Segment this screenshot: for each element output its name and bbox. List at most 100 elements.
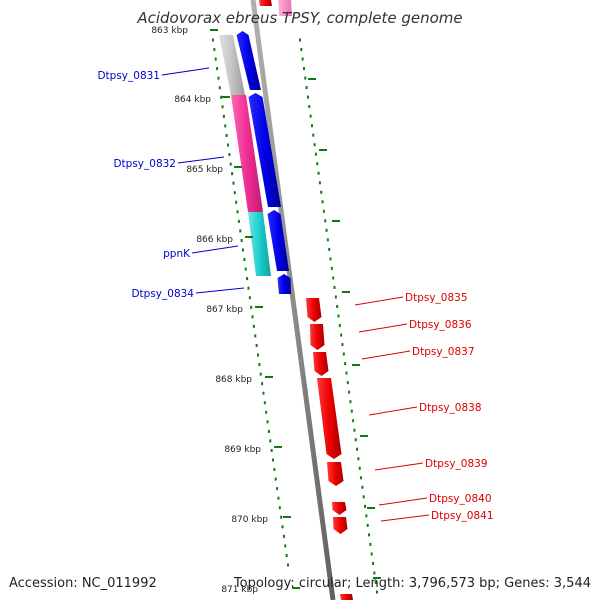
ring-dot [352, 419, 355, 423]
ring-dot [240, 238, 243, 242]
ring-dot [239, 229, 242, 233]
label-leader-line [374, 462, 424, 471]
ring-dot [247, 286, 250, 290]
ring-dot [356, 447, 359, 451]
ring-dot [302, 67, 305, 71]
gene-arrow-ppnK [267, 210, 289, 271]
ring-dot [227, 143, 229, 147]
label-leader-line [358, 323, 408, 333]
ring-dot [282, 534, 285, 538]
ring-dot [366, 523, 369, 527]
ring-dot [345, 371, 348, 375]
gene-label: Dtpsy_0832 [113, 158, 176, 170]
ring-dot [285, 553, 288, 557]
ring-dot [354, 438, 357, 442]
ring-dot [252, 324, 255, 328]
label-leader-line [354, 296, 404, 306]
ring-dot [273, 468, 276, 472]
ring-dot [217, 76, 220, 80]
ring-dot [244, 267, 247, 271]
label-leader-line [161, 67, 210, 76]
feature-band-cyan [248, 212, 271, 276]
tick-label: 868 kbp [215, 375, 252, 385]
ring-dot [346, 381, 349, 385]
ring-dot [267, 429, 270, 433]
ring-dot [266, 420, 269, 424]
ring-dot [263, 401, 266, 405]
ring-dot [233, 191, 236, 195]
gene-label: Dtpsy_0839 [425, 458, 488, 470]
ring-dot [329, 257, 332, 261]
ring-dot [333, 285, 336, 289]
ring-dot [280, 515, 283, 519]
gene-label: ppnK [163, 248, 191, 260]
accession-text: Accession: NC_011992 [9, 576, 157, 591]
genome-backbone-line [250, 0, 336, 600]
ring-dot [225, 133, 228, 137]
ring-dot [213, 48, 216, 52]
ring-dot [344, 362, 347, 366]
ring-dot [257, 353, 259, 357]
map-title: Acidovorax ebreus TPSY, complete genome [136, 9, 462, 27]
ring-dot [251, 315, 254, 319]
gene-arrow-Dtpsy_0837 [313, 352, 329, 376]
ring-dot [224, 124, 227, 128]
tick-label: 869 kbp [224, 445, 261, 455]
ring-dot [353, 428, 356, 432]
ring-dot [259, 372, 262, 376]
label-leader-line [368, 406, 418, 416]
ring-dot [276, 487, 279, 491]
ring-dot [349, 400, 352, 404]
ring-dot [337, 314, 340, 318]
ring-dot [372, 561, 375, 565]
ring-dot [235, 200, 238, 204]
ring-dot [218, 86, 221, 90]
ring-dot [334, 295, 337, 299]
ring-dot [320, 190, 323, 194]
gene-label: Dtpsy_0841 [431, 510, 494, 522]
ring-dot [310, 124, 313, 128]
gene-label: Dtpsy_0834 [131, 288, 194, 300]
gene-label: Dtpsy_0837 [412, 346, 475, 358]
tick-label: 870 kbp [231, 515, 268, 525]
ring-dot [236, 210, 239, 214]
ring-dot [277, 496, 280, 500]
ring-dot [281, 525, 284, 529]
ring-dot [348, 390, 351, 394]
ring-dot [284, 544, 287, 548]
ring-dot [300, 48, 303, 52]
ring-dot [313, 143, 316, 147]
ring-dot [370, 552, 373, 556]
ring-dot [242, 248, 244, 252]
ring-dot [316, 162, 319, 166]
ring-dot [338, 324, 341, 328]
ring-dot [360, 476, 363, 480]
ring-dot [220, 95, 223, 99]
ring-dot [254, 334, 257, 338]
gene-label: Dtpsy_0831 [97, 70, 160, 82]
ring-dot [340, 333, 343, 337]
tick-label: 865 kbp [186, 165, 223, 175]
label-leader-line [177, 156, 225, 164]
ring-dot [274, 477, 277, 481]
ring-dot [248, 296, 251, 300]
ring-dot [222, 114, 225, 118]
genome-summary-text: Topology: circular; Length: 3,796,573 bp… [233, 576, 591, 591]
ring-dot [272, 458, 274, 462]
label-leader-line [380, 514, 430, 522]
gene-label: Dtpsy_0838 [419, 402, 482, 414]
feature-band-pink [231, 95, 263, 212]
ring-dot [325, 228, 328, 232]
partial-gene-top-red [259, 0, 272, 6]
inner-dotted-ring [212, 38, 289, 567]
ring-dot [231, 172, 234, 176]
gene-arrow-Dtpsy_0838 [317, 378, 342, 459]
ring-dot [287, 563, 289, 567]
partial-gene-bottom-red [340, 594, 353, 600]
ring-dot [326, 238, 329, 242]
ring-dot [374, 580, 377, 584]
ring-dot [237, 219, 240, 223]
ring-dot [332, 276, 335, 280]
ring-dot [216, 67, 219, 71]
